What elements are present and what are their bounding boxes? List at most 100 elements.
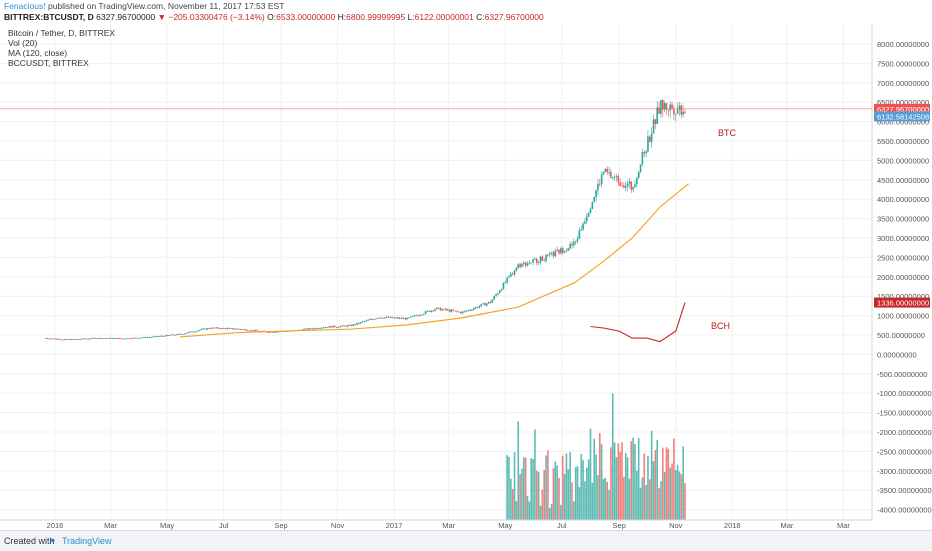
y-tick-label: 2000.00000000 [877, 273, 929, 282]
volume-bar [519, 473, 521, 520]
volume-bar [539, 505, 542, 520]
candle-body [219, 328, 221, 330]
candle-body [591, 201, 594, 209]
volume-bar [591, 482, 594, 520]
high-label: H: [337, 12, 347, 22]
candle-body [235, 328, 238, 330]
candle-body [513, 270, 516, 275]
candle-body [76, 339, 79, 340]
chart-header: Fenacious! published on TradingView.com,… [0, 0, 932, 24]
volume-bar [676, 464, 679, 520]
y-tick-label: -2500.00000000 [877, 447, 932, 456]
candle-body [404, 318, 407, 320]
volume-bar [632, 437, 634, 520]
candle-body [195, 331, 197, 333]
candle-body [654, 119, 657, 124]
candle-body [87, 338, 90, 340]
candle-body [515, 268, 518, 271]
candle-body [589, 208, 592, 213]
candle-body [417, 315, 419, 317]
volume-bar [630, 441, 633, 520]
candle-body [100, 337, 103, 339]
candle-body [178, 333, 180, 335]
tradingview-link[interactable]: TradingView [62, 536, 112, 546]
candle-body [502, 282, 505, 290]
candle-body [330, 326, 332, 328]
candle-body [143, 336, 145, 338]
candle-body [80, 339, 82, 340]
y-axis[interactable]: 8000.00000000 7500.00000000 7000.00000000 6… [871, 24, 932, 520]
candle-body [437, 307, 440, 309]
candle-body [484, 303, 486, 306]
candle-body [61, 339, 64, 341]
x-tick-label: 2017 [386, 521, 403, 530]
candle-body [146, 337, 149, 338]
volume-bar [528, 501, 531, 520]
x-tick-label: Mar [442, 521, 455, 530]
y-tick-label: 3500.00000000 [877, 215, 929, 224]
candle-body [250, 330, 253, 331]
candle-body [469, 309, 471, 311]
candle-body [156, 336, 158, 337]
publication-line: Fenacious! published on TradingView.com,… [4, 1, 284, 11]
candle-body [226, 328, 229, 330]
candle-body [643, 152, 646, 154]
candle-body [222, 327, 225, 329]
candle-body [402, 318, 405, 319]
x-axis[interactable]: 2016 Mar May Jul Sep Nov 2017 Mar May Jul Sep Nov 20… [0, 519, 872, 530]
candle-body [98, 337, 101, 339]
candle-body [200, 329, 203, 331]
candle-body [632, 186, 634, 190]
candle-body [445, 308, 447, 311]
candle-body [684, 111, 686, 113]
symbol-label: BITTREX:BTCUSDT, D [4, 12, 94, 22]
candle-body [50, 338, 53, 340]
bch-price-tag: 1336.00000000 [874, 297, 930, 308]
candle-body [337, 327, 340, 328]
volume-bar [541, 489, 544, 520]
candle-body [524, 262, 527, 266]
candle-body [157, 336, 160, 338]
candle-body [72, 339, 75, 340]
candle-body [115, 338, 117, 339]
candle-body [384, 317, 386, 319]
volume-bar [652, 461, 655, 520]
candle-body [619, 182, 621, 186]
candle-body [126, 338, 129, 339]
volume-bar [641, 477, 644, 520]
volume-bar [615, 457, 618, 520]
volume-bar [526, 496, 529, 520]
candle-body [176, 334, 179, 335]
candle-body [113, 338, 116, 339]
candle-body [610, 171, 612, 178]
candle-body [639, 164, 642, 172]
candle-body [348, 324, 351, 326]
price-chart[interactable]: 8000.00000000 7500.00000000 7000.00000000 6… [0, 24, 932, 530]
x-tick-label: Mar [837, 521, 850, 530]
y-tick-label: 2500.00000000 [877, 253, 929, 262]
low-label: L: [407, 12, 415, 22]
x-tick-label: Sep [613, 521, 626, 530]
candle-body [606, 168, 608, 173]
candle-body [563, 251, 566, 253]
candle-body [493, 296, 495, 300]
candle-body [521, 263, 523, 267]
y-tick-label: 7500.00000000 [877, 59, 929, 68]
candle-body [660, 100, 662, 114]
author-link[interactable]: Fenacious! [4, 1, 46, 11]
candle-body [474, 307, 477, 309]
candle-body [328, 326, 331, 328]
candle-body [204, 328, 206, 330]
candle-body [382, 318, 384, 319]
candle-body [380, 317, 382, 319]
legend-vol: Vol (20) [8, 38, 37, 48]
candle-body [65, 339, 67, 340]
candle-body [94, 338, 97, 339]
volume-bar [511, 488, 514, 520]
y-tick-label: -3500.00000000 [877, 486, 932, 495]
y-tick-label: 1000.00000000 [877, 312, 929, 321]
candle-body [500, 289, 503, 291]
candle-body [421, 314, 423, 316]
candle-body [256, 330, 258, 331]
x-tick-label: Jul [557, 521, 567, 530]
